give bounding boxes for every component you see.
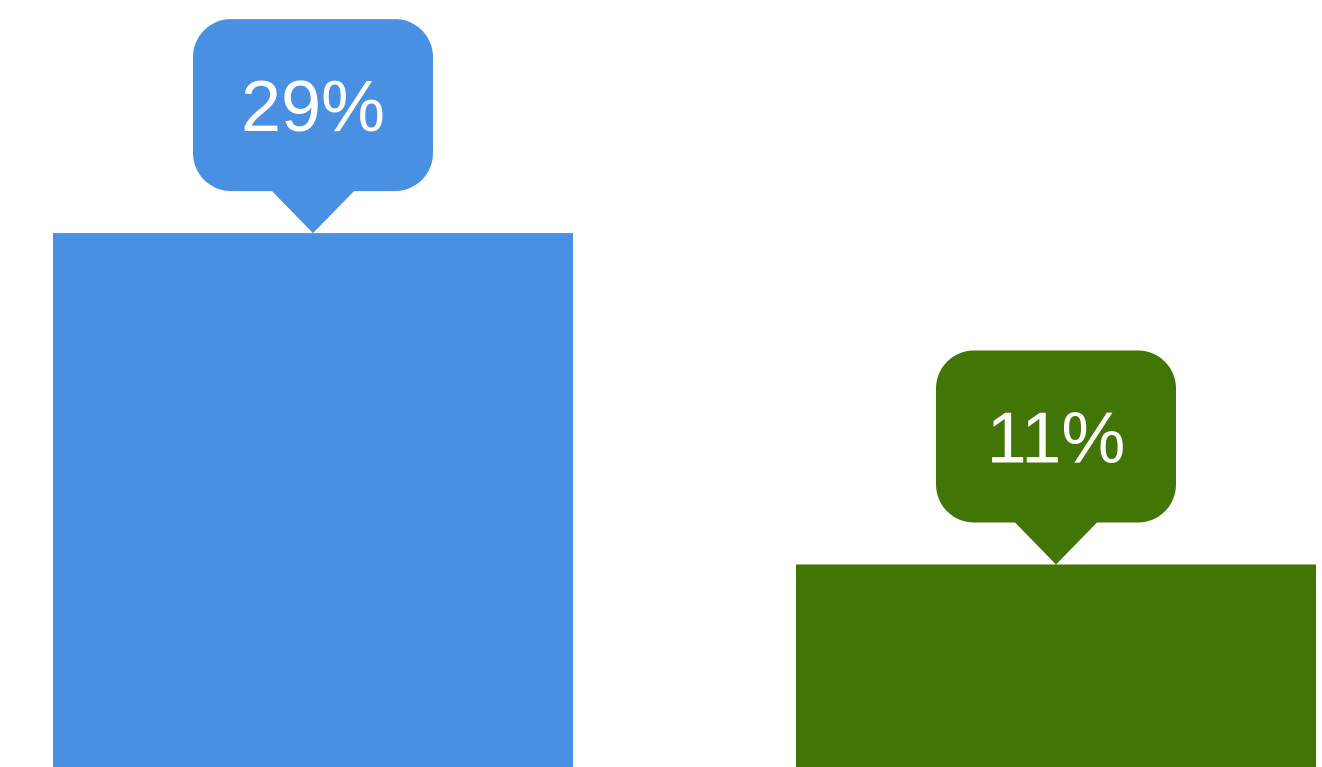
bars-group: [53, 233, 1316, 767]
data-label-bubble-1: [193, 19, 433, 192]
data-label-1: 29%: [241, 67, 385, 147]
data-label-bubble-2: [936, 350, 1176, 523]
data-label-pointer-1: [271, 190, 355, 234]
data-label-2: 11%: [987, 398, 1126, 478]
bar-2: [796, 564, 1316, 767]
data-labels-group: 29% 11%: [193, 19, 1176, 565]
bar-1: [53, 233, 573, 767]
data-label-pointer-2: [1014, 521, 1098, 565]
